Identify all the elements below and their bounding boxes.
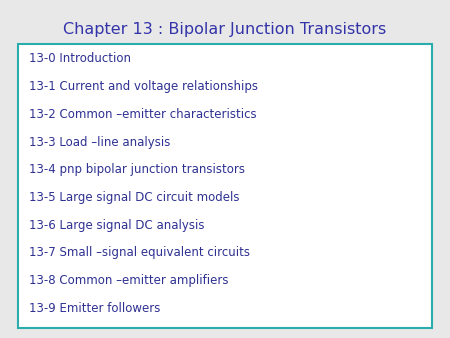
- Text: 13-0 Introduction: 13-0 Introduction: [29, 52, 131, 65]
- FancyBboxPatch shape: [18, 44, 432, 328]
- Text: 13-5 Large signal DC circuit models: 13-5 Large signal DC circuit models: [29, 191, 240, 204]
- Text: 13-3 Load –line analysis: 13-3 Load –line analysis: [29, 136, 171, 148]
- Text: 13-9 Emitter followers: 13-9 Emitter followers: [29, 302, 161, 315]
- Text: 13-6 Large signal DC analysis: 13-6 Large signal DC analysis: [29, 219, 205, 232]
- Text: Chapter 13 : Bipolar Junction Transistors: Chapter 13 : Bipolar Junction Transistor…: [63, 22, 387, 37]
- Text: 13-7 Small –signal equivalent circuits: 13-7 Small –signal equivalent circuits: [29, 246, 250, 259]
- Text: 13-8 Common –emitter amplifiers: 13-8 Common –emitter amplifiers: [29, 274, 229, 287]
- Text: 13-4 pnp bipolar junction transistors: 13-4 pnp bipolar junction transistors: [29, 163, 245, 176]
- Text: 13-1 Current and voltage relationships: 13-1 Current and voltage relationships: [29, 80, 258, 93]
- Text: 13-2 Common –emitter characteristics: 13-2 Common –emitter characteristics: [29, 108, 257, 121]
